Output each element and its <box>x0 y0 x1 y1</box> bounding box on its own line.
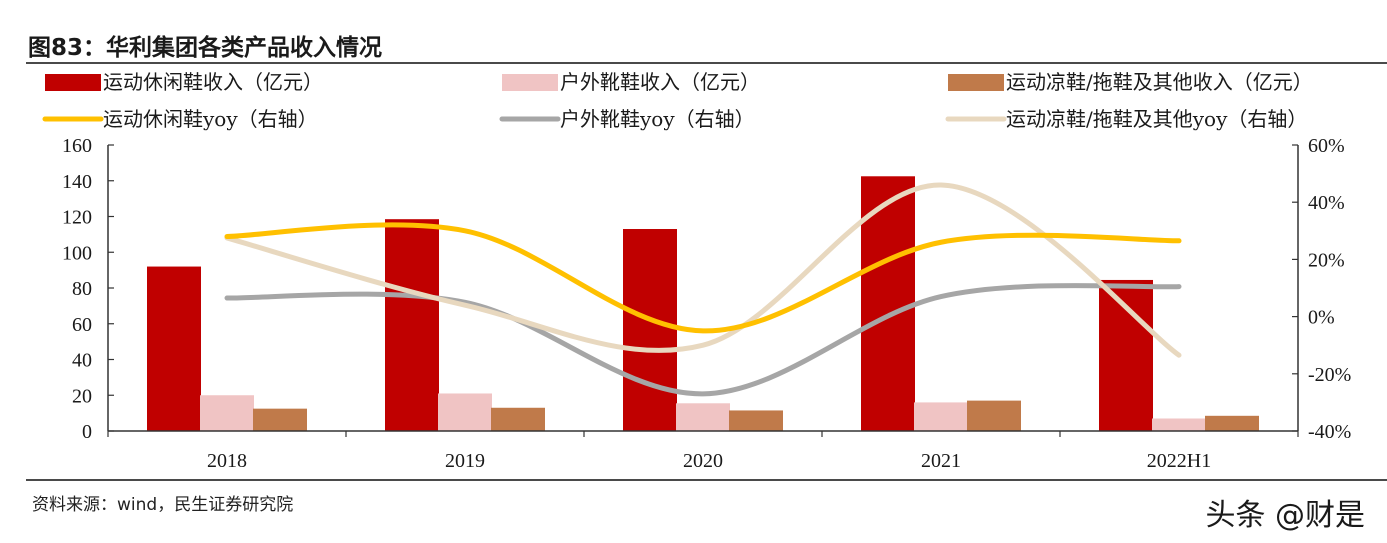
line-series-2 <box>224 282 1182 397</box>
legend-label-2: 户外靴鞋收入（亿元） <box>560 70 760 94</box>
legend-label-6: 运动凉鞋/拖鞋及其他yoy（右轴） <box>1006 107 1307 131</box>
legend-swatch-2 <box>502 74 558 91</box>
bar-2-2019 <box>438 393 492 431</box>
bar-1-2020 <box>623 229 677 431</box>
watermark: 头条 @财是 <box>1205 498 1365 533</box>
legend: 运动休闲鞋收入（亿元） 户外靴鞋收入（亿元） 运动凉鞋/拖鞋及其他收入（亿元） 运动休… <box>42 70 1313 131</box>
y-right-tick-label: 40% <box>1308 192 1345 214</box>
y-left-tick-label: 20 <box>72 385 92 407</box>
bottom-rule <box>26 479 1387 481</box>
bar-1-2019 <box>385 219 439 431</box>
line-series-1 <box>224 222 1182 334</box>
y-left-tick-label: 40 <box>72 350 92 372</box>
bar-3-2020 <box>729 410 783 431</box>
line-series-3 <box>224 182 1182 358</box>
top-rule <box>26 62 1387 64</box>
legend-label-3: 运动凉鞋/拖鞋及其他收入（亿元） <box>1006 70 1313 94</box>
legend-label-1: 运动休闲鞋收入（亿元） <box>103 70 323 94</box>
series-lines <box>224 182 1182 397</box>
bar-1-2021 <box>861 176 915 431</box>
y-right-tick-label: 60% <box>1308 135 1345 157</box>
bar-3-2018 <box>253 408 307 431</box>
bar-2-2020 <box>676 403 730 431</box>
y-right-tick-label: 20% <box>1308 249 1345 271</box>
x-tick-label: 2019 <box>445 450 485 472</box>
bar-3-2022H1 <box>1205 415 1259 431</box>
axes: 0 20 40 60 80 100 120 140 160 -40% -20% 0% 20% 40% 60%… <box>62 135 1351 472</box>
bar-1-2018 <box>147 266 201 431</box>
y-right-tick-label: 0% <box>1308 307 1335 329</box>
legend-label-5: 户外靴鞋yoy（右轴） <box>560 107 755 131</box>
x-tick-label: 2022H1 <box>1147 450 1211 472</box>
y-left-tick-label: 0 <box>82 421 92 443</box>
x-tick-label: 2020 <box>683 450 723 472</box>
bar-2-2022H1 <box>1152 418 1206 431</box>
legend-swatch-3 <box>948 74 1004 91</box>
y-left-tick-label: 120 <box>62 207 92 229</box>
y-left-tick-label: 140 <box>62 171 92 193</box>
x-tick-label: 2021 <box>921 450 961 472</box>
bar-1-2022H1 <box>1099 279 1153 431</box>
bar-3-2019 <box>491 407 545 431</box>
bar-3-2021 <box>967 400 1021 431</box>
y-left-tick-label: 160 <box>62 135 92 157</box>
legend-swatch-1 <box>45 74 101 91</box>
legend-label-4: 运动休闲鞋yoy（右轴） <box>103 107 318 131</box>
y-right-tick-label: -40% <box>1308 421 1351 443</box>
y-left-tick-label: 60 <box>72 314 92 336</box>
y-left-tick-label: 80 <box>72 278 92 300</box>
x-tick-label: 2018 <box>207 450 247 472</box>
y-right-tick-label: -20% <box>1308 364 1351 386</box>
bar-2-2021 <box>914 402 968 431</box>
y-left-tick-label: 100 <box>62 242 92 264</box>
bar-2-2018 <box>200 395 254 431</box>
chart-title: 图83：华利集团各类产品收入情况 <box>28 35 383 61</box>
source-note: 资料来源：wind，民生证券研究院 <box>32 495 294 515</box>
bars <box>147 176 1259 431</box>
